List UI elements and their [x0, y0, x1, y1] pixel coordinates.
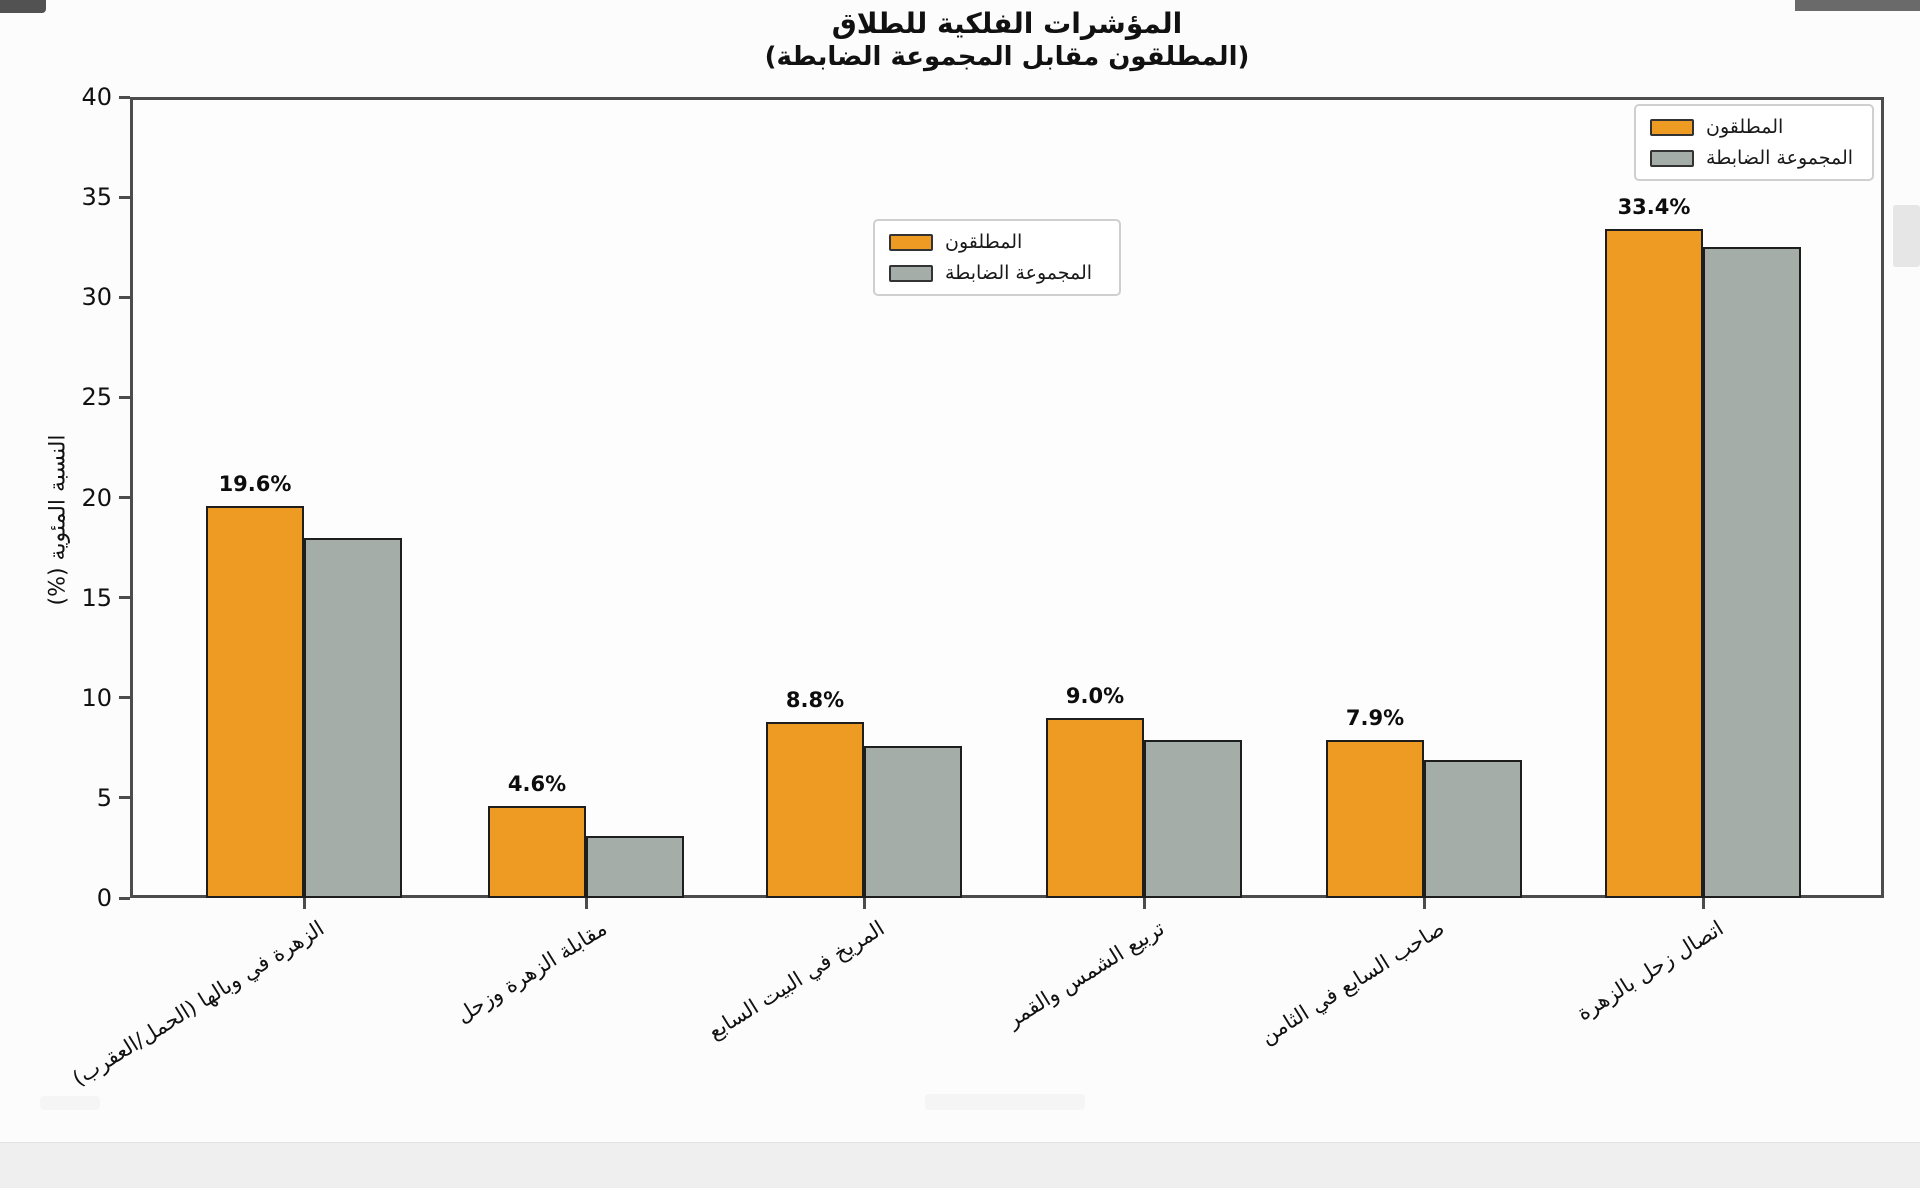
legend-label-control: المجموعة الضابطة: [1706, 147, 1854, 169]
bar-control-1: [304, 537, 402, 898]
legend-label-divorced: المطلقون: [945, 231, 1023, 253]
y-tick-label-15: 15: [81, 583, 112, 612]
bar-control-6: [1703, 247, 1801, 898]
y-tick-label-10: 10: [81, 683, 112, 712]
x-tick-mark-1: [302, 898, 306, 909]
y-tick-mark-0: [119, 896, 130, 900]
bar-value-label-6: 33.4%: [1617, 195, 1691, 220]
chart-subtitle: (المطلقون مقابل المجموعة الضابطة): [764, 42, 1250, 72]
screen-artifact-right-edge: [1893, 205, 1920, 267]
y-tick-label-40: 40: [81, 83, 112, 111]
y-tick-mark-40: [119, 95, 130, 99]
screen-artifact-bottom-band: [0, 1142, 1920, 1188]
bar-divorced-1: [206, 505, 304, 898]
screen-artifact-top-left: [0, 0, 46, 13]
y-tick-label-30: 30: [81, 283, 112, 312]
legend-entry-control: المجموعة الضابطة: [889, 262, 1105, 284]
bar-control-4: [1144, 739, 1242, 898]
bar-value-label-4: 9.0%: [1065, 683, 1125, 708]
legend-entry-divorced: المطلقون: [1650, 116, 1858, 138]
bar-value-label-2: 4.6%: [507, 771, 567, 796]
chart-title-block: المؤشرات الفلكية للطلاق (المطلقون مقابل …: [130, 6, 1884, 74]
x-tick-mark-5: [1422, 898, 1426, 909]
x-tick-mark-3: [862, 898, 866, 909]
legend-swatch-divorced: [889, 233, 933, 251]
bar-divorced-4: [1046, 717, 1144, 898]
legend-swatch-divorced: [1650, 118, 1694, 136]
y-tick-mark-15: [119, 596, 130, 600]
legend-swatch-control: [889, 264, 933, 282]
bar-divorced-5: [1326, 739, 1424, 898]
x-category-label-3: المريخ في البيت السابع: [703, 916, 889, 1044]
legend-label-divorced: المطلقون: [1706, 116, 1784, 138]
y-tick-mark-35: [119, 195, 130, 199]
bar-value-label-1: 19.6%: [218, 471, 292, 496]
y-tick-label-35: 35: [81, 183, 112, 212]
bar-control-2: [586, 835, 684, 898]
chart-title: المؤشرات الفلكية للطلاق: [831, 7, 1183, 40]
bar-divorced-6: [1605, 229, 1703, 898]
bar-control-3: [864, 745, 962, 898]
legend-entry-control: المجموعة الضابطة: [1650, 147, 1858, 169]
y-tick-label-20: 20: [81, 483, 112, 512]
y-axis-label: النسبة المئوية (%): [45, 434, 71, 606]
y-tick-mark-20: [119, 496, 130, 499]
x-category-label-5: صاحب السابع في الثامن: [1256, 916, 1449, 1049]
y-tick-mark-5: [119, 796, 130, 800]
x-category-label-2: مقابلة الزهرة وزحل: [451, 916, 611, 1028]
y-tick-mark-30: [119, 295, 130, 299]
x-category-label-1: الزهرة في وبالها (الحمل/العقرب): [68, 916, 329, 1091]
x-tick-mark-6: [1701, 898, 1705, 909]
y-tick-label-0: 0: [96, 884, 112, 912]
x-tick-mark-4: [1142, 898, 1146, 909]
y-tick-mark-25: [119, 395, 130, 399]
bar-control-5: [1424, 759, 1522, 898]
legend-swatch-control: [1650, 149, 1694, 167]
y-tick-label-5: 5: [96, 783, 112, 812]
legend-entry-divorced: المطلقون: [889, 231, 1105, 253]
screen-artifact-faint-center: [925, 1094, 1085, 1110]
bar-divorced-3: [766, 721, 864, 898]
legend-center: المطلقون المجموعة الضابطة: [873, 219, 1121, 296]
x-category-label-6: اتصال زحل بالزهرة: [1572, 916, 1728, 1026]
bar-divorced-2: [488, 805, 586, 898]
screen-artifact-top-right: [1795, 0, 1920, 11]
x-tick-mark-2: [584, 898, 588, 909]
legend-top-right: المطلقون المجموعة الضابطة: [1634, 104, 1874, 181]
y-tick-mark-10: [119, 696, 130, 700]
y-tick-label-25: 25: [81, 383, 112, 412]
legend-label-control: المجموعة الضابطة: [945, 262, 1093, 284]
x-category-label-4: تربيع الشمس والقمر: [1002, 916, 1169, 1033]
bar-value-label-5: 7.9%: [1345, 705, 1405, 730]
bar-value-label-3: 8.8%: [785, 687, 845, 712]
screen-artifact-faint-left: [40, 1096, 100, 1110]
